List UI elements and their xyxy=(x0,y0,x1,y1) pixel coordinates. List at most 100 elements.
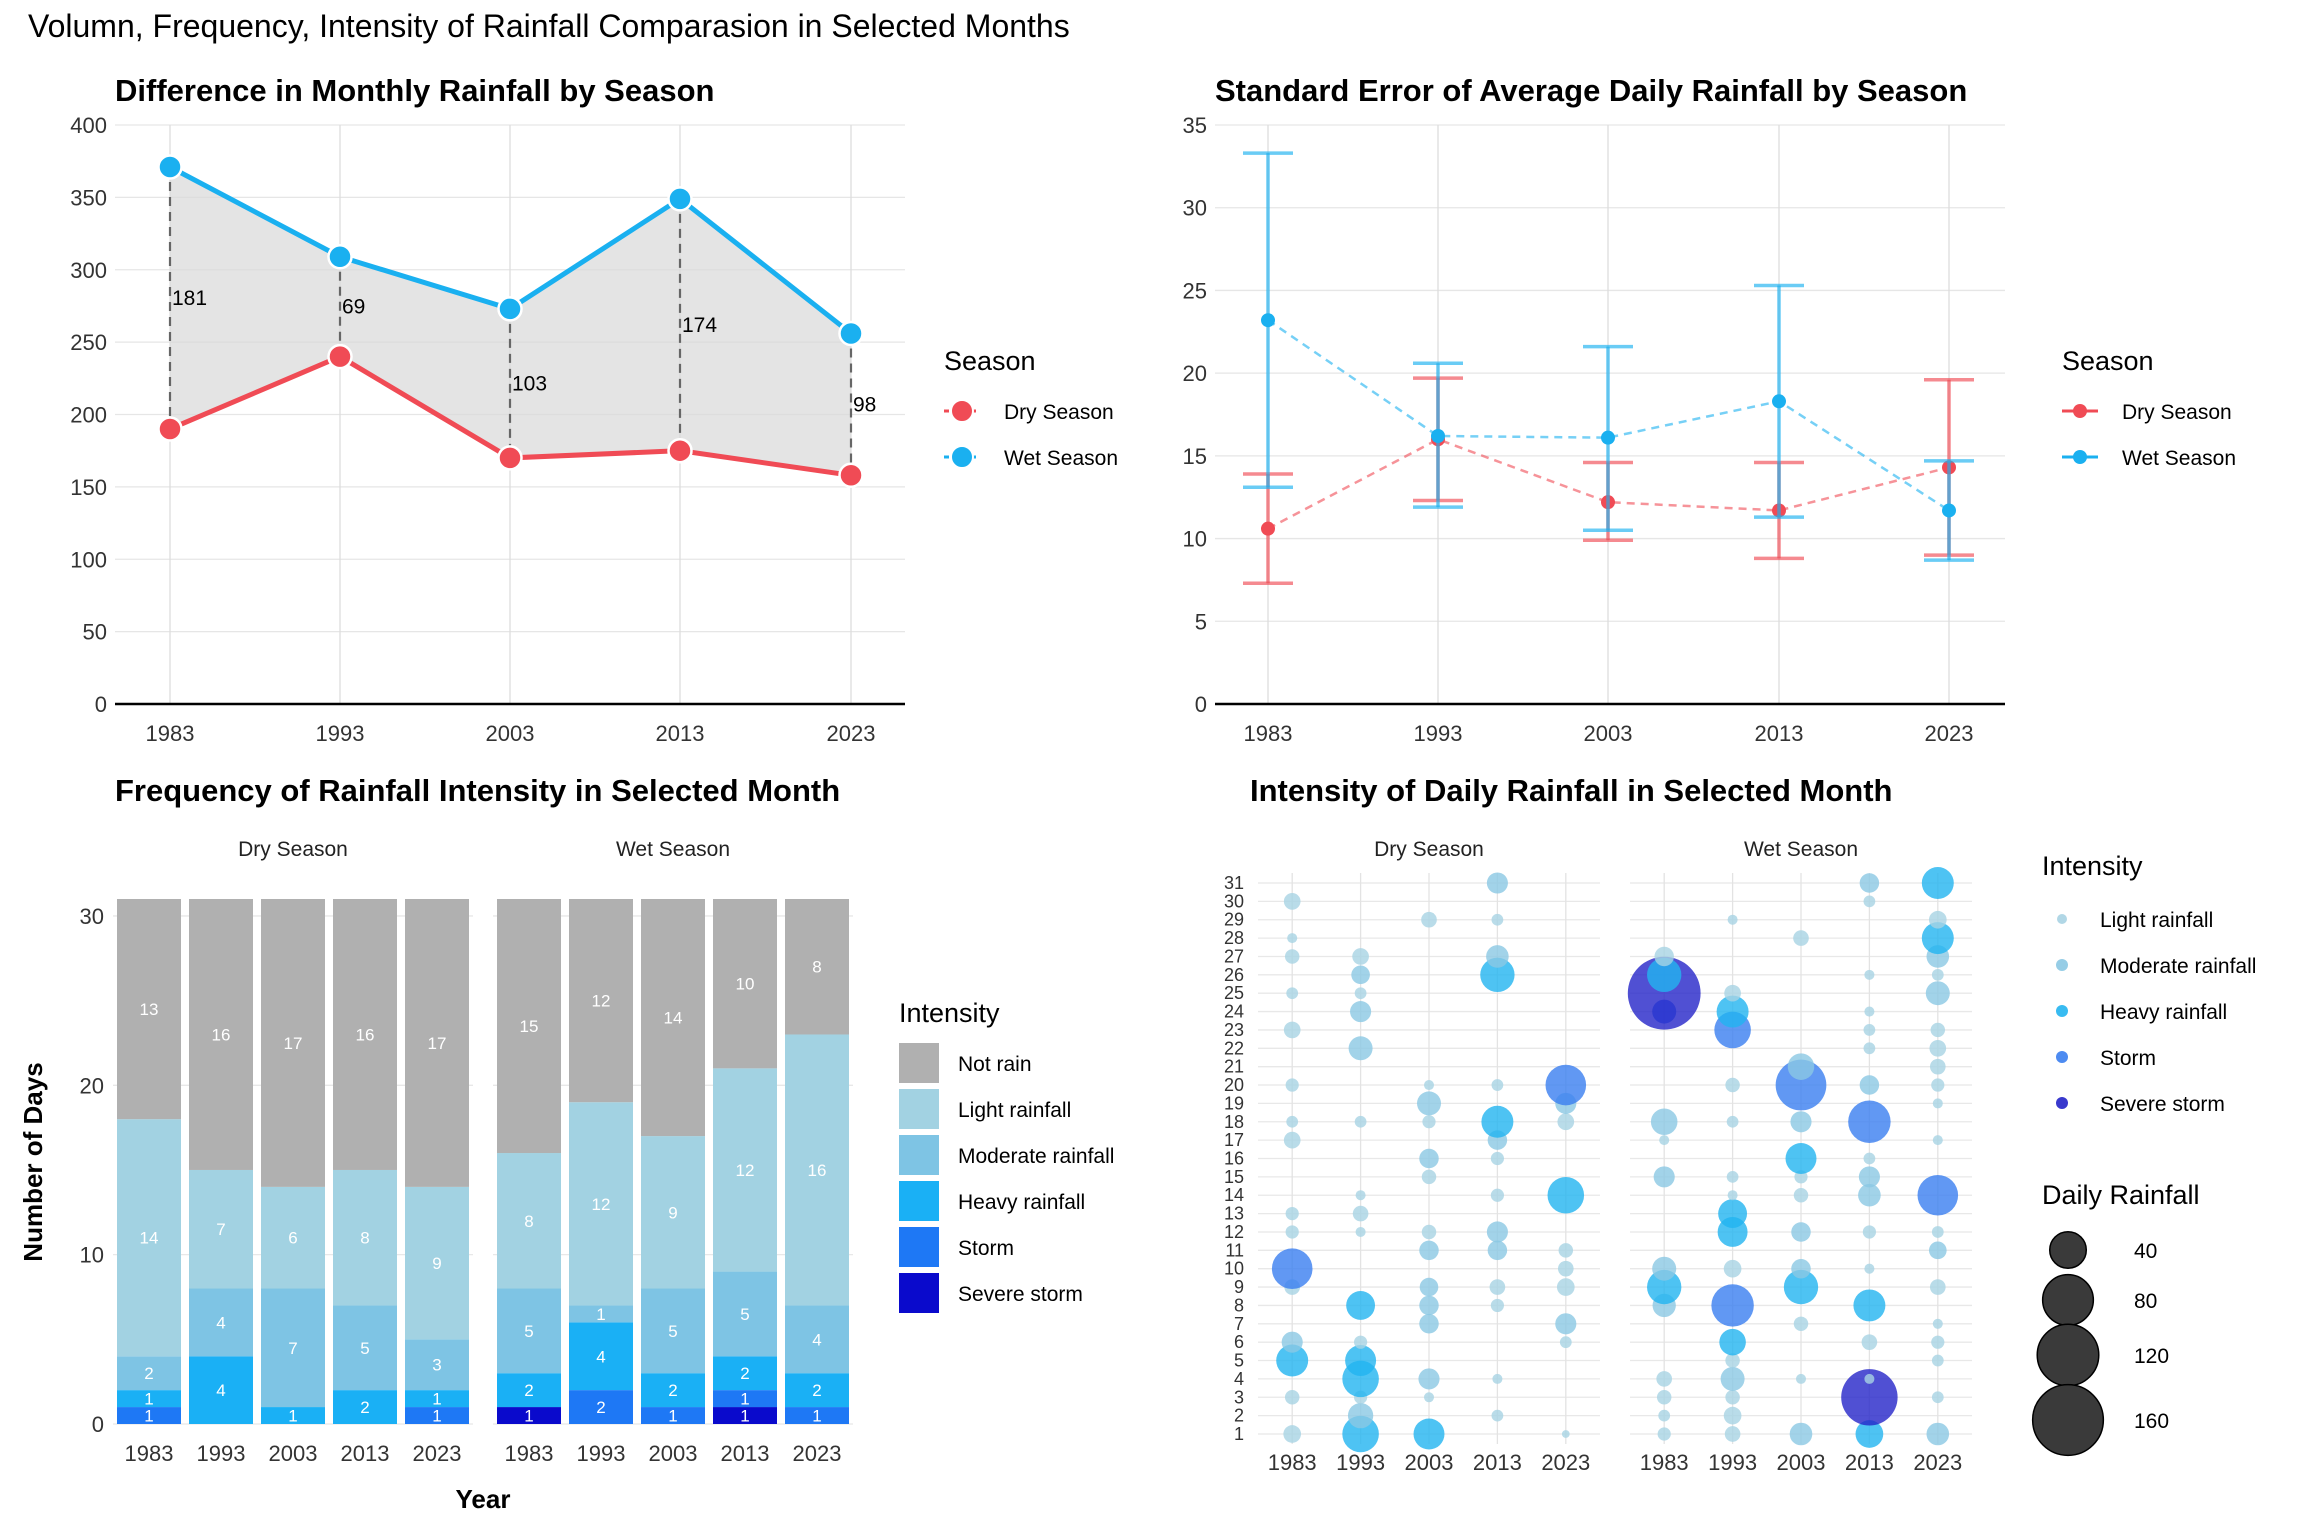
rainfall-bubble xyxy=(1354,987,1367,1000)
legend-label: 120 xyxy=(2134,1345,2169,1368)
bar-segment-label: 2 xyxy=(144,1364,153,1383)
mean-point xyxy=(1261,313,1275,328)
y-tick-label: 24 xyxy=(1224,1002,1244,1022)
rainfall-bubble xyxy=(1491,1079,1504,1091)
y-tick-label: 2 xyxy=(1234,1406,1244,1426)
rainfall-bubble xyxy=(1283,1425,1302,1443)
x-tick-label: 2023 xyxy=(1541,1450,1590,1475)
y-tick-label: 30 xyxy=(80,904,104,929)
rainfall-bubble xyxy=(1486,945,1509,968)
mean-point xyxy=(1942,503,1956,518)
bar-segment-label: 5 xyxy=(360,1339,369,1358)
rainfall-bubble xyxy=(1725,1353,1740,1368)
rainfall-bubble xyxy=(1486,872,1508,894)
y-tick-label: 12 xyxy=(1224,1222,1244,1242)
rainfall-bubble xyxy=(1858,1183,1881,1207)
x-tick-label: 1993 xyxy=(316,721,365,746)
rainfall-bubble xyxy=(1793,930,1809,946)
legend-label: 160 xyxy=(2134,1410,2169,1433)
rainfall-bubble xyxy=(1422,1115,1436,1129)
bar-segment-label: 6 xyxy=(288,1229,297,1248)
legend-key-point xyxy=(2073,404,2087,418)
rainfall-bubble xyxy=(1720,1366,1745,1391)
bar-segment-label: 1 xyxy=(432,1407,441,1426)
bar-segment xyxy=(497,1153,561,1289)
rainfall-bubble xyxy=(1711,1284,1754,1327)
difference-label: 181 xyxy=(172,287,207,310)
rainfall-bubble xyxy=(1281,1331,1303,1353)
rainfall-bubble xyxy=(1486,1221,1508,1243)
rainfall-bubble xyxy=(1726,1170,1739,1183)
y-tick-label: 28 xyxy=(1224,928,1244,948)
rainfall-bubble xyxy=(1727,1190,1738,1201)
legend-title: Intensity xyxy=(2042,851,2143,881)
rainfall-bubble xyxy=(1775,1059,1827,1111)
legend-label: Severe storm xyxy=(958,1283,1083,1306)
bar-segment-label: 1 xyxy=(432,1390,441,1409)
legend-key-point xyxy=(2056,1005,2068,1017)
rainfall-bubble xyxy=(1932,1318,1943,1329)
x-tick-label: 2023 xyxy=(1925,721,1974,746)
legend-key-swatch xyxy=(899,1227,939,1267)
rainfall-bubble xyxy=(1921,867,1954,899)
bar-segment-label: 1 xyxy=(144,1390,153,1409)
bar-segment-label: 1 xyxy=(812,1407,821,1426)
rainfall-bubble xyxy=(1787,1053,1815,1080)
y-tick-label: 16 xyxy=(1224,1149,1244,1169)
rainfall-bubble xyxy=(1864,1373,1875,1384)
rainfall-bubble xyxy=(1419,1148,1439,1169)
legend-key-swatch xyxy=(899,1135,939,1175)
rainfall-bubble xyxy=(1657,1427,1671,1441)
y-tick-label: 150 xyxy=(70,475,107,500)
rainfall-bubble xyxy=(1932,1135,1943,1146)
rainfall-bubble xyxy=(1561,1430,1570,1438)
y-tick-label: 100 xyxy=(70,547,107,572)
rainfall-bubble xyxy=(1413,1418,1445,1450)
rainfall-bubble xyxy=(1791,1258,1811,1279)
x-tick-label: 1983 xyxy=(1268,1450,1317,1475)
difference-label: 98 xyxy=(853,393,876,416)
rainfall-bubble xyxy=(1555,1313,1577,1335)
bar-segment xyxy=(333,1390,397,1424)
rainfall-bubble xyxy=(1921,922,1954,955)
rainfall-bubble xyxy=(1557,1113,1575,1131)
rainfall-bubble xyxy=(1931,1354,1944,1367)
difference-label: 103 xyxy=(512,372,547,395)
y-tick-label: 0 xyxy=(1195,692,1207,717)
x-tick-label: 2013 xyxy=(1755,721,1804,746)
rainfall-bubble xyxy=(1658,1409,1671,1422)
rainfall-bubble xyxy=(1841,1369,1898,1426)
main-title: Volumn, Frequency, Intensity of Rainfall… xyxy=(28,8,1070,44)
rainfall-bubble xyxy=(1795,1373,1807,1384)
series-point xyxy=(667,437,693,464)
series-point xyxy=(667,186,693,212)
rainfall-bubble xyxy=(1652,1256,1677,1281)
rainfall-bubble xyxy=(1348,1036,1373,1061)
bar-segment xyxy=(785,1407,849,1424)
rainfall-bubble xyxy=(1480,957,1515,993)
rainfall-bubble xyxy=(1276,1344,1309,1377)
rainfall-bubble xyxy=(1863,1042,1876,1055)
legend-title: Intensity xyxy=(899,998,1000,1028)
rainfall-bubble xyxy=(1932,1098,1943,1109)
rainfall-bubble xyxy=(1417,1091,1441,1116)
legend-title: Daily Rainfall xyxy=(2042,1180,2200,1210)
x-tick-label: 2003 xyxy=(1584,721,1633,746)
rainfall-bubble xyxy=(1421,1169,1437,1185)
rainfall-bubble xyxy=(1863,895,1876,908)
y-tick-label: 0 xyxy=(92,1412,104,1437)
rainfall-bubble xyxy=(1659,1135,1670,1146)
bar-segment xyxy=(405,1339,469,1391)
rainfall-bubble xyxy=(1654,946,1674,967)
rainfall-bubble xyxy=(1285,1078,1299,1092)
rainfall-bubble xyxy=(1419,1295,1439,1316)
legend-key-point xyxy=(2073,450,2087,464)
rainfall-bubble xyxy=(1647,1269,1682,1305)
rainfall-bubble xyxy=(1347,1402,1374,1429)
rainfall-bubble xyxy=(1929,1039,1947,1057)
legend-title: Season xyxy=(944,346,1036,376)
bar-segment xyxy=(117,1356,181,1391)
legend-key-point xyxy=(2056,959,2068,971)
bar-segment xyxy=(641,899,705,1137)
legend-size-bubble xyxy=(2048,1230,2088,1270)
